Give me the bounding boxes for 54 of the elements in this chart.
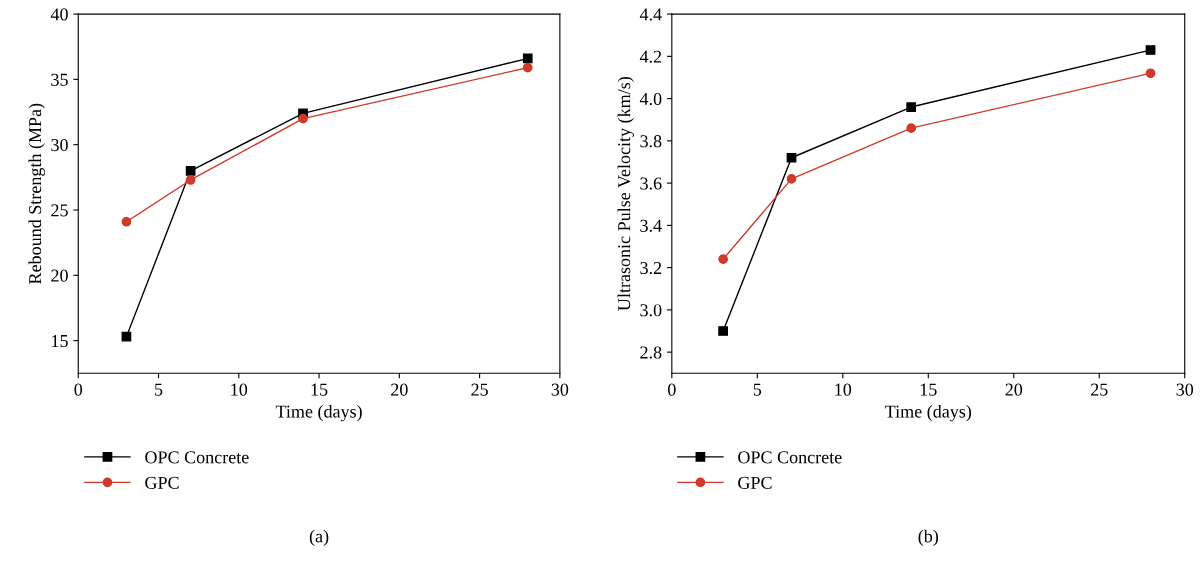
- point: [1145, 45, 1156, 55]
- y-tick-label: 2.8: [640, 346, 662, 359]
- text: (a): [309, 529, 329, 547]
- x-tick-label: 25: [471, 383, 488, 396]
- x-tick-label: 10: [231, 383, 248, 396]
- x-tick-label: 15: [311, 383, 328, 396]
- point: [522, 62, 533, 73]
- legend-label: OPC Concrete: [145, 451, 249, 464]
- point: [185, 175, 196, 185]
- x-tick-label: 30: [1176, 383, 1194, 396]
- point: [786, 174, 797, 184]
- y-tick-label: 40: [50, 8, 68, 21]
- x-tick-label: 20: [391, 383, 408, 396]
- y-tick-label: 4.4: [639, 8, 662, 21]
- x-tick-label: 20: [1005, 383, 1023, 396]
- point: [906, 102, 917, 112]
- point: [906, 123, 917, 134]
- x-tick-label: 0: [668, 383, 676, 396]
- text: (b): [918, 529, 939, 547]
- x-tick-label: 5: [753, 383, 762, 396]
- x-tick-label: 15: [920, 383, 937, 396]
- legend-label: GPC: [738, 476, 772, 489]
- point: [718, 326, 728, 336]
- y-axis-title: Rebound Strength (MPa): [28, 103, 45, 284]
- y-tick-label: 3.4: [640, 219, 662, 232]
- point: [121, 331, 132, 342]
- point: [786, 152, 797, 163]
- x-tick-label: 30: [551, 383, 569, 396]
- point: [522, 53, 533, 64]
- legend-label: GPC: [145, 476, 179, 489]
- x-axis-title: Time (days): [275, 404, 362, 422]
- legend-label: OPC Concrete: [738, 451, 842, 464]
- x-axis-title: Time (days): [885, 404, 972, 422]
- y-tick-label: 30: [51, 138, 68, 152]
- point: [185, 165, 196, 176]
- y-tick-label: 15: [52, 334, 68, 348]
- y-tick-label: 3.8: [640, 135, 662, 148]
- point: [1145, 68, 1156, 79]
- y-tick-label: 20: [51, 269, 68, 282]
- x-tick-label: 5: [155, 383, 163, 396]
- y-axis-title: Ultrasonic Pulse Velocity (km/s): [617, 77, 634, 311]
- y-tick-label: 4.0: [639, 92, 662, 106]
- x-tick-label: 0: [74, 383, 83, 396]
- y-tick-label: 3.0: [640, 304, 662, 317]
- point: [718, 254, 728, 265]
- y-tick-label: 35: [51, 73, 68, 86]
- y-tick-label: 4.2: [639, 50, 662, 63]
- x-tick-label: 25: [1091, 383, 1108, 396]
- y-tick-label: 3.6: [640, 177, 662, 190]
- x-tick-label: 10: [835, 383, 852, 396]
- point: [298, 113, 308, 124]
- point: [121, 216, 132, 227]
- y-tick-label: 25: [51, 204, 68, 217]
- y-tick-label: 3.2: [640, 261, 662, 275]
